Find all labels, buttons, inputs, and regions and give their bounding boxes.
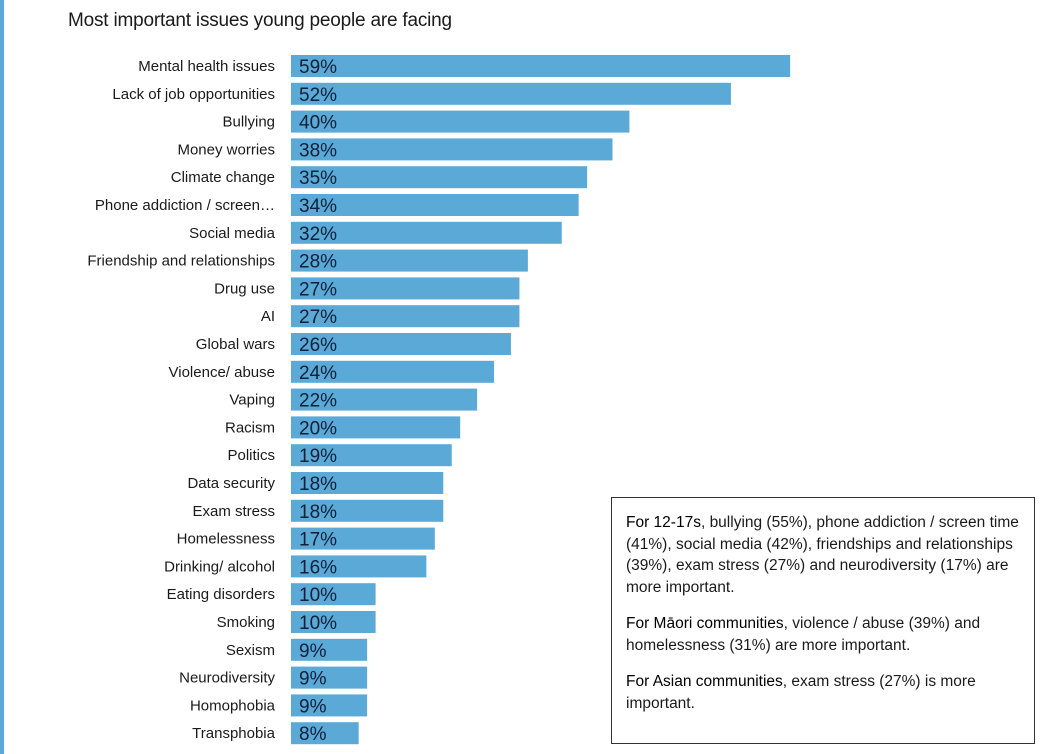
bar-vaping xyxy=(291,388,478,411)
bar-climate-change xyxy=(291,166,588,189)
category-label-homophobia: Homophobia xyxy=(190,697,276,714)
note-paragraph-maori: For Māori communities, violence / abuse … xyxy=(626,613,1020,656)
category-label-ai: AI xyxy=(261,308,275,325)
value-label-drug-use: 27% xyxy=(299,279,337,300)
bar-violence-abuse xyxy=(291,360,495,383)
value-label-politics: 19% xyxy=(299,446,337,467)
bar-bullying xyxy=(291,110,630,133)
category-label-data-security: Data security xyxy=(187,475,275,492)
value-label-vaping: 22% xyxy=(299,391,337,412)
category-label-smoking: Smoking xyxy=(217,614,275,631)
value-label-sexism: 9% xyxy=(299,641,327,662)
bar-friendship-and-relationships xyxy=(291,249,528,272)
bar-ai xyxy=(291,305,520,328)
category-label-sexism: Sexism xyxy=(226,642,275,659)
value-label-money-worries: 38% xyxy=(299,140,337,161)
value-label-global-wars: 26% xyxy=(299,335,337,356)
value-label-homelessness: 17% xyxy=(299,530,337,551)
value-label-climate-change: 35% xyxy=(299,168,337,189)
value-label-data-security: 18% xyxy=(299,474,337,495)
left-accent-rule xyxy=(0,0,4,754)
bar-drug-use xyxy=(291,277,520,300)
bar-money-worries xyxy=(291,138,613,161)
category-label-climate-change: Climate change xyxy=(171,169,275,186)
category-label-global-wars: Global wars xyxy=(196,336,275,353)
bar-phone-addiction-screen xyxy=(291,194,579,216)
bar-social-media xyxy=(291,221,562,244)
note-lead-asian: For Asian communities xyxy=(626,673,783,690)
bar-neurodiversity xyxy=(291,666,368,689)
category-label-politics: Politics xyxy=(227,447,275,464)
bar-lack-of-job-opportunities xyxy=(291,82,731,105)
value-label-lack-of-job-opportunities: 52% xyxy=(299,85,337,106)
category-label-phone-addiction-screen: Phone addiction / screen… xyxy=(95,197,275,214)
note-paragraph-age: For 12-17s, bullying (55%), phone addict… xyxy=(626,512,1020,598)
value-label-transphobia: 8% xyxy=(299,724,327,745)
value-label-phone-addiction-screen: 34% xyxy=(299,196,337,217)
bar-eating-disorders xyxy=(291,583,376,606)
value-label-friendship-and-relationships: 28% xyxy=(299,252,337,273)
value-label-neurodiversity: 9% xyxy=(299,669,327,690)
bar-transphobia xyxy=(291,722,359,745)
category-label-social-media: Social media xyxy=(189,225,276,242)
category-label-racism: Racism xyxy=(225,419,275,436)
bar-racism xyxy=(291,416,461,439)
bar-exam-stress xyxy=(291,499,444,522)
value-label-mental-health-issues: 59% xyxy=(299,57,337,78)
category-label-money-worries: Money worries xyxy=(177,141,275,158)
note-lead-age: For 12-17s xyxy=(626,514,701,531)
value-label-smoking: 10% xyxy=(299,613,337,634)
bar-mental-health-issues xyxy=(291,55,791,77)
category-label-transphobia: Transphobia xyxy=(192,725,275,742)
chart-title: Most important issues young people are f… xyxy=(68,10,452,31)
value-label-homophobia: 9% xyxy=(299,696,327,717)
value-label-ai: 27% xyxy=(299,307,337,328)
note-paragraph-asian: For Asian communities, exam stress (27%)… xyxy=(626,671,1020,714)
bar-smoking xyxy=(291,611,376,633)
category-label-eating-disorders: Eating disorders xyxy=(167,586,275,603)
note-box: For 12-17s, bullying (55%), phone addict… xyxy=(611,497,1035,744)
bar-politics xyxy=(291,444,452,467)
value-label-exam-stress: 18% xyxy=(299,502,337,523)
bar-homelessness xyxy=(291,527,435,550)
bar-drinking-alcohol xyxy=(291,555,427,578)
bar-sexism xyxy=(291,638,368,661)
category-label-vaping: Vaping xyxy=(229,392,275,409)
value-label-violence-abuse: 24% xyxy=(299,363,337,384)
category-label-friendship-and-relationships: Friendship and relationships xyxy=(87,253,275,270)
category-label-drug-use: Drug use xyxy=(214,280,275,297)
category-label-drinking-alcohol: Drinking/ alcohol xyxy=(164,558,275,575)
category-label-homelessness: Homelessness xyxy=(177,531,275,548)
value-label-social-media: 32% xyxy=(299,224,337,245)
value-label-eating-disorders: 10% xyxy=(299,585,337,606)
note-text-asian: , exam stress (27%) is more important. xyxy=(626,673,976,712)
category-label-lack-of-job-opportunities: Lack of job opportunities xyxy=(112,86,275,103)
category-label-violence-abuse: Violence/ abuse xyxy=(169,364,275,381)
category-label-mental-health-issues: Mental health issues xyxy=(138,58,275,75)
note-text-maori: , violence / abuse (39%) and homelessnes… xyxy=(626,615,981,654)
bar-data-security xyxy=(291,472,444,494)
bar-homophobia xyxy=(291,694,368,717)
bar-global-wars xyxy=(291,333,511,355)
value-label-bullying: 40% xyxy=(299,113,337,134)
category-label-exam-stress: Exam stress xyxy=(192,503,275,520)
note-lead-maori: For Māori communities xyxy=(626,615,784,632)
category-label-neurodiversity: Neurodiversity xyxy=(179,670,275,687)
note-text-age: , bullying (55%), phone addiction / scre… xyxy=(626,514,1019,596)
category-label-bullying: Bullying xyxy=(222,114,275,131)
value-label-drinking-alcohol: 16% xyxy=(299,557,337,578)
value-label-racism: 20% xyxy=(299,418,337,439)
